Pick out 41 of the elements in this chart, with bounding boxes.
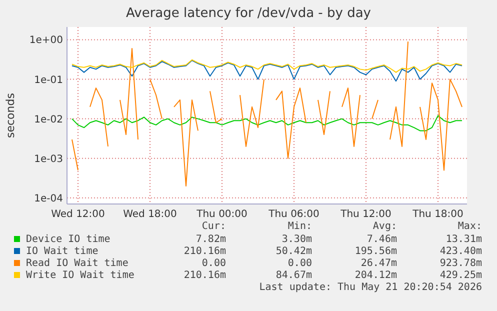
legend-label: Read IO Wait time bbox=[26, 258, 128, 269]
x-tick-label: Thu 06:00 bbox=[268, 209, 320, 220]
text: 0.00 bbox=[202, 258, 226, 269]
line-series bbox=[72, 59, 462, 73]
line-series bbox=[72, 115, 462, 132]
text: 210.16m bbox=[184, 270, 226, 281]
text: 923.78m bbox=[440, 258, 482, 269]
text: 84.67m bbox=[276, 270, 312, 281]
text: 195.56m bbox=[354, 246, 397, 257]
text: 0.00 bbox=[288, 258, 312, 269]
x-tick-label: Wed 18:00 bbox=[123, 209, 177, 220]
text: Last update: Thu May 21 20:20:54 2026 bbox=[259, 282, 482, 293]
text: Max: bbox=[458, 221, 482, 232]
line-series bbox=[72, 60, 462, 82]
chart-title: Average latency for /dev/vda - by day bbox=[126, 6, 372, 21]
text: 204.12m bbox=[354, 270, 397, 281]
text: 13.31m bbox=[446, 234, 482, 245]
y-axis-title: seconds bbox=[4, 92, 17, 138]
legend-label: IO Wait time bbox=[26, 246, 98, 257]
x-tick-label: Thu 12:00 bbox=[340, 209, 392, 220]
text: 3.30m bbox=[282, 234, 312, 245]
legend-label: Device IO time bbox=[26, 234, 110, 245]
text: 50.42m bbox=[276, 246, 312, 257]
x-tick-label: Thu 00:00 bbox=[196, 209, 248, 220]
y-tick-label: 1e-04 bbox=[34, 193, 63, 204]
legend-label: Write IO Wait time bbox=[26, 270, 134, 281]
x-tick-label: Wed 12:00 bbox=[51, 209, 105, 220]
text: 429.25m bbox=[440, 270, 482, 281]
text: 423.40m bbox=[440, 246, 482, 257]
text: Min: bbox=[288, 221, 312, 232]
y-tick-label: 1e+00 bbox=[29, 35, 63, 46]
x-tick-label: Thu 18:00 bbox=[412, 209, 464, 220]
y-tick-label: 1e-02 bbox=[34, 114, 63, 126]
text: Avg: bbox=[372, 221, 397, 232]
text: 7.46m bbox=[366, 234, 397, 245]
text: Cur: bbox=[202, 221, 226, 232]
y-tick-label: 1e-01 bbox=[34, 74, 63, 86]
text: 7.82m bbox=[196, 234, 226, 245]
y-tick-label: 1e-03 bbox=[34, 154, 63, 165]
text: 210.16m bbox=[184, 246, 226, 257]
text: 26.47m bbox=[360, 258, 397, 269]
